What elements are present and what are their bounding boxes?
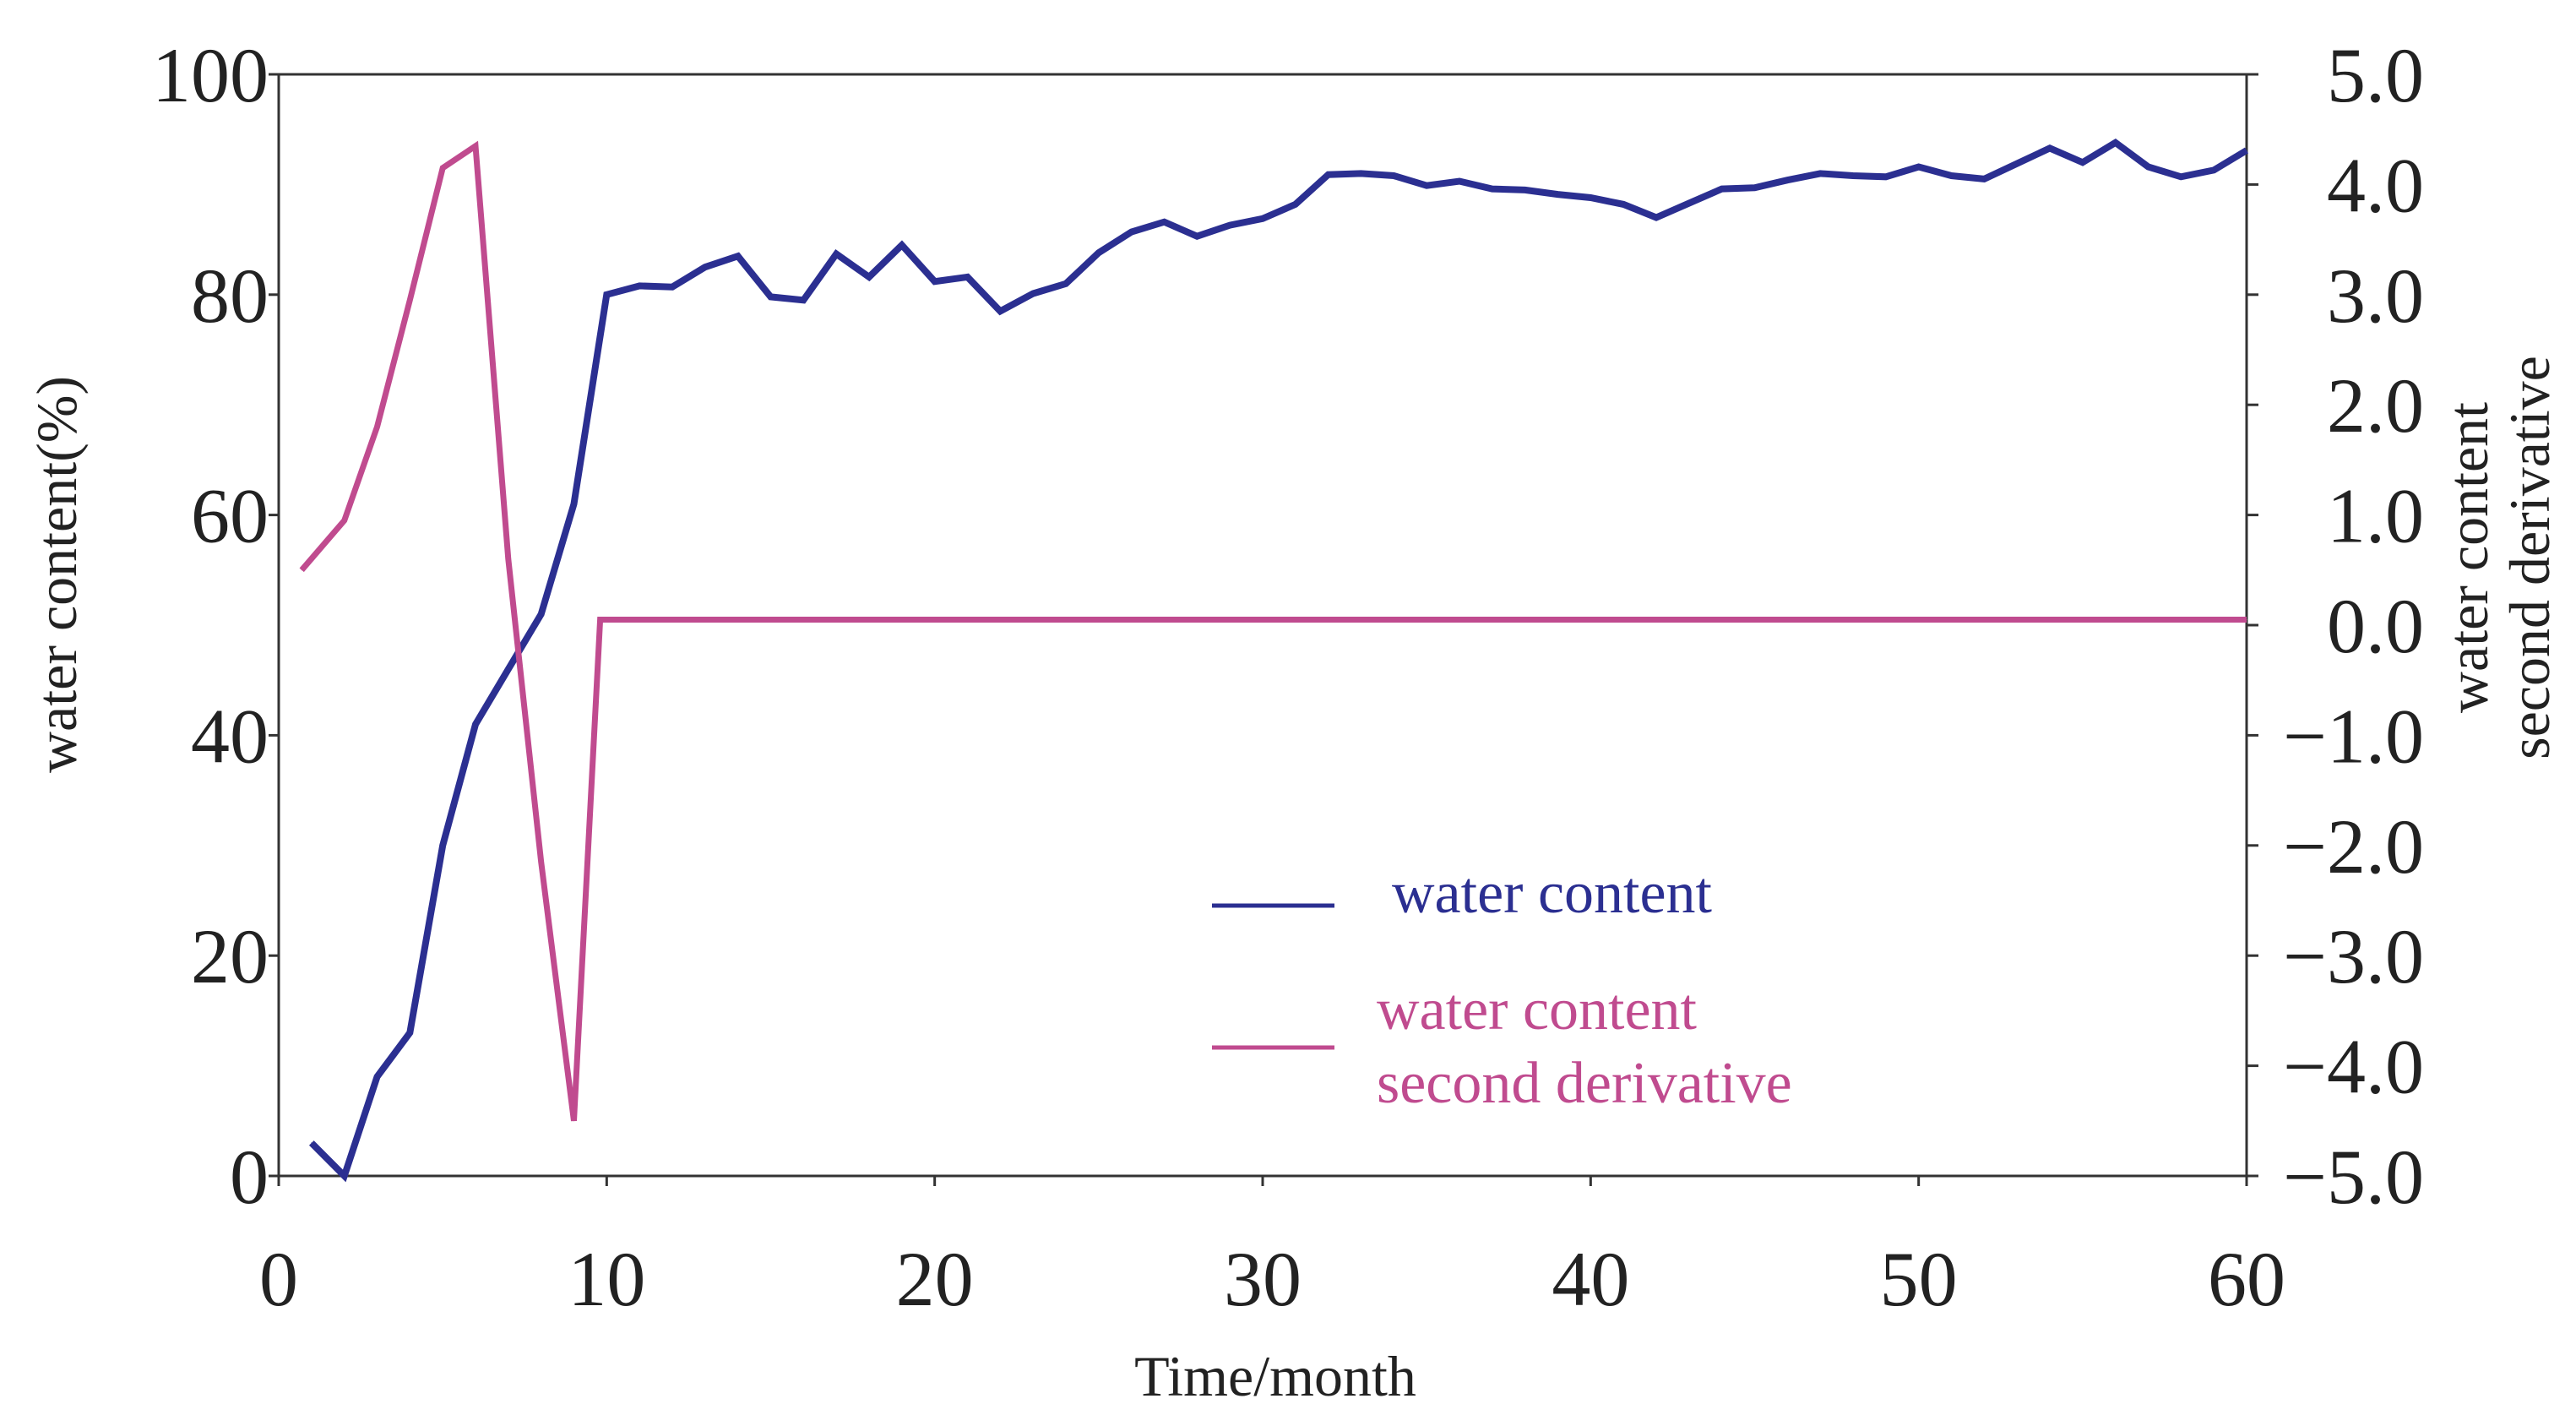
y-left-tick-label: 0 — [230, 1134, 269, 1220]
water-content-point — [1951, 175, 1952, 177]
water-content-point — [1721, 188, 1723, 190]
legend-label-second-derivative-line2: second derivative — [1377, 1051, 1792, 1116]
second-derivative-point — [600, 618, 601, 620]
x-tick-label: 10 — [568, 1236, 645, 1322]
water-content-point — [1819, 172, 1821, 174]
legend: water content water content second deriv… — [1212, 861, 1792, 1116]
water-content-point — [934, 280, 936, 282]
water-content-point — [1032, 292, 1034, 294]
series — [299, 138, 2249, 1183]
y-right-tick-label: 0.0 — [2327, 583, 2424, 669]
water-content-point — [1557, 193, 1558, 195]
water-content-point — [1065, 283, 1067, 285]
x-tick-label: 50 — [1880, 1236, 1958, 1322]
y-right-tick-label: −5.0 — [2283, 1134, 2424, 1220]
y-right-axis-title-line1: water content — [2436, 402, 2500, 713]
water-content-point — [802, 299, 804, 301]
y-right-tick-label: −1.0 — [2283, 693, 2424, 779]
water-content-point — [377, 1076, 378, 1078]
water-content-point — [606, 294, 607, 296]
water-content-point — [2016, 163, 2018, 165]
water-content-point — [1918, 166, 1920, 168]
y-right-tick-label: 3.0 — [2327, 253, 2424, 339]
y-right-tick-label: −2.0 — [2283, 803, 2424, 890]
water-content-point — [1229, 225, 1231, 226]
legend-label-water-content: water content — [1392, 861, 1713, 926]
water-content-point — [671, 286, 673, 288]
water-content-point — [2082, 161, 2084, 163]
second-derivative-point — [573, 1120, 574, 1122]
y-right-axis-title-line2: second derivative — [2497, 356, 2562, 759]
water-content-point — [2115, 142, 2117, 144]
water-content-point — [1688, 203, 1690, 204]
water-content-point — [344, 1175, 345, 1177]
water-content-point — [1786, 179, 1788, 181]
water-content-point — [1196, 236, 1198, 237]
water-content-point — [1590, 197, 1591, 199]
water-content-point — [1655, 217, 1657, 219]
water-content-point — [573, 503, 574, 505]
ticks: 0 10 20 30 40 50 60 0 20 40 60 80 100 −5.0 −4.0 −3.0 −2.… — [152, 32, 2424, 1322]
y-right-tick-label: 1.0 — [2327, 473, 2424, 559]
water-content-point — [2049, 147, 2051, 149]
y-left-tick-label: 40 — [191, 693, 269, 779]
water-content-point — [2148, 166, 2149, 168]
water-content-point — [901, 244, 903, 246]
water-content-point — [1983, 178, 1985, 180]
water-content-point — [1459, 180, 1460, 182]
y-right-tick-label: −4.0 — [2283, 1024, 2424, 1110]
water-content-point — [2213, 169, 2215, 171]
x-axis-title: Time/month — [1134, 1344, 1416, 1408]
water-content-point — [1328, 174, 1329, 176]
water-content-point — [737, 255, 739, 257]
water-content-point — [835, 253, 837, 255]
water-content-point — [1852, 175, 1854, 177]
x-tick-label: 60 — [2208, 1236, 2285, 1322]
y-right-tick-label: −3.0 — [2283, 913, 2424, 999]
water-content-point — [1262, 218, 1264, 220]
y-left-tick-label: 20 — [191, 913, 269, 999]
y-right-tick-label: 4.0 — [2327, 142, 2424, 228]
water-content-point — [1524, 189, 1526, 191]
water-content-point — [967, 276, 968, 278]
series-line-water-content — [308, 138, 2249, 1183]
y-right-tick-label: 5.0 — [2327, 32, 2424, 118]
y-right-tick-label: 2.0 — [2327, 362, 2424, 449]
y-left-axis-title: water content(%) — [24, 376, 89, 773]
x-tick-label: 40 — [1552, 1236, 1629, 1322]
water-content-point — [1131, 231, 1133, 232]
water-content-point — [999, 310, 1001, 312]
x-tick-label: 30 — [1224, 1236, 1302, 1322]
water-content-point — [704, 266, 706, 268]
x-tick-label: 0 — [259, 1236, 298, 1322]
water-content-point — [868, 276, 870, 278]
water-content-point — [311, 1142, 312, 1144]
water-content-point — [1164, 221, 1165, 223]
y-left-tick-label: 100 — [152, 32, 269, 118]
y-left-tick-label: 80 — [191, 253, 269, 339]
second-derivative-point — [344, 520, 345, 521]
legend-label-second-derivative-line1: water content — [1377, 977, 1698, 1042]
x-tick-label: 20 — [896, 1236, 974, 1322]
y-left-tick-label: 60 — [191, 473, 269, 559]
